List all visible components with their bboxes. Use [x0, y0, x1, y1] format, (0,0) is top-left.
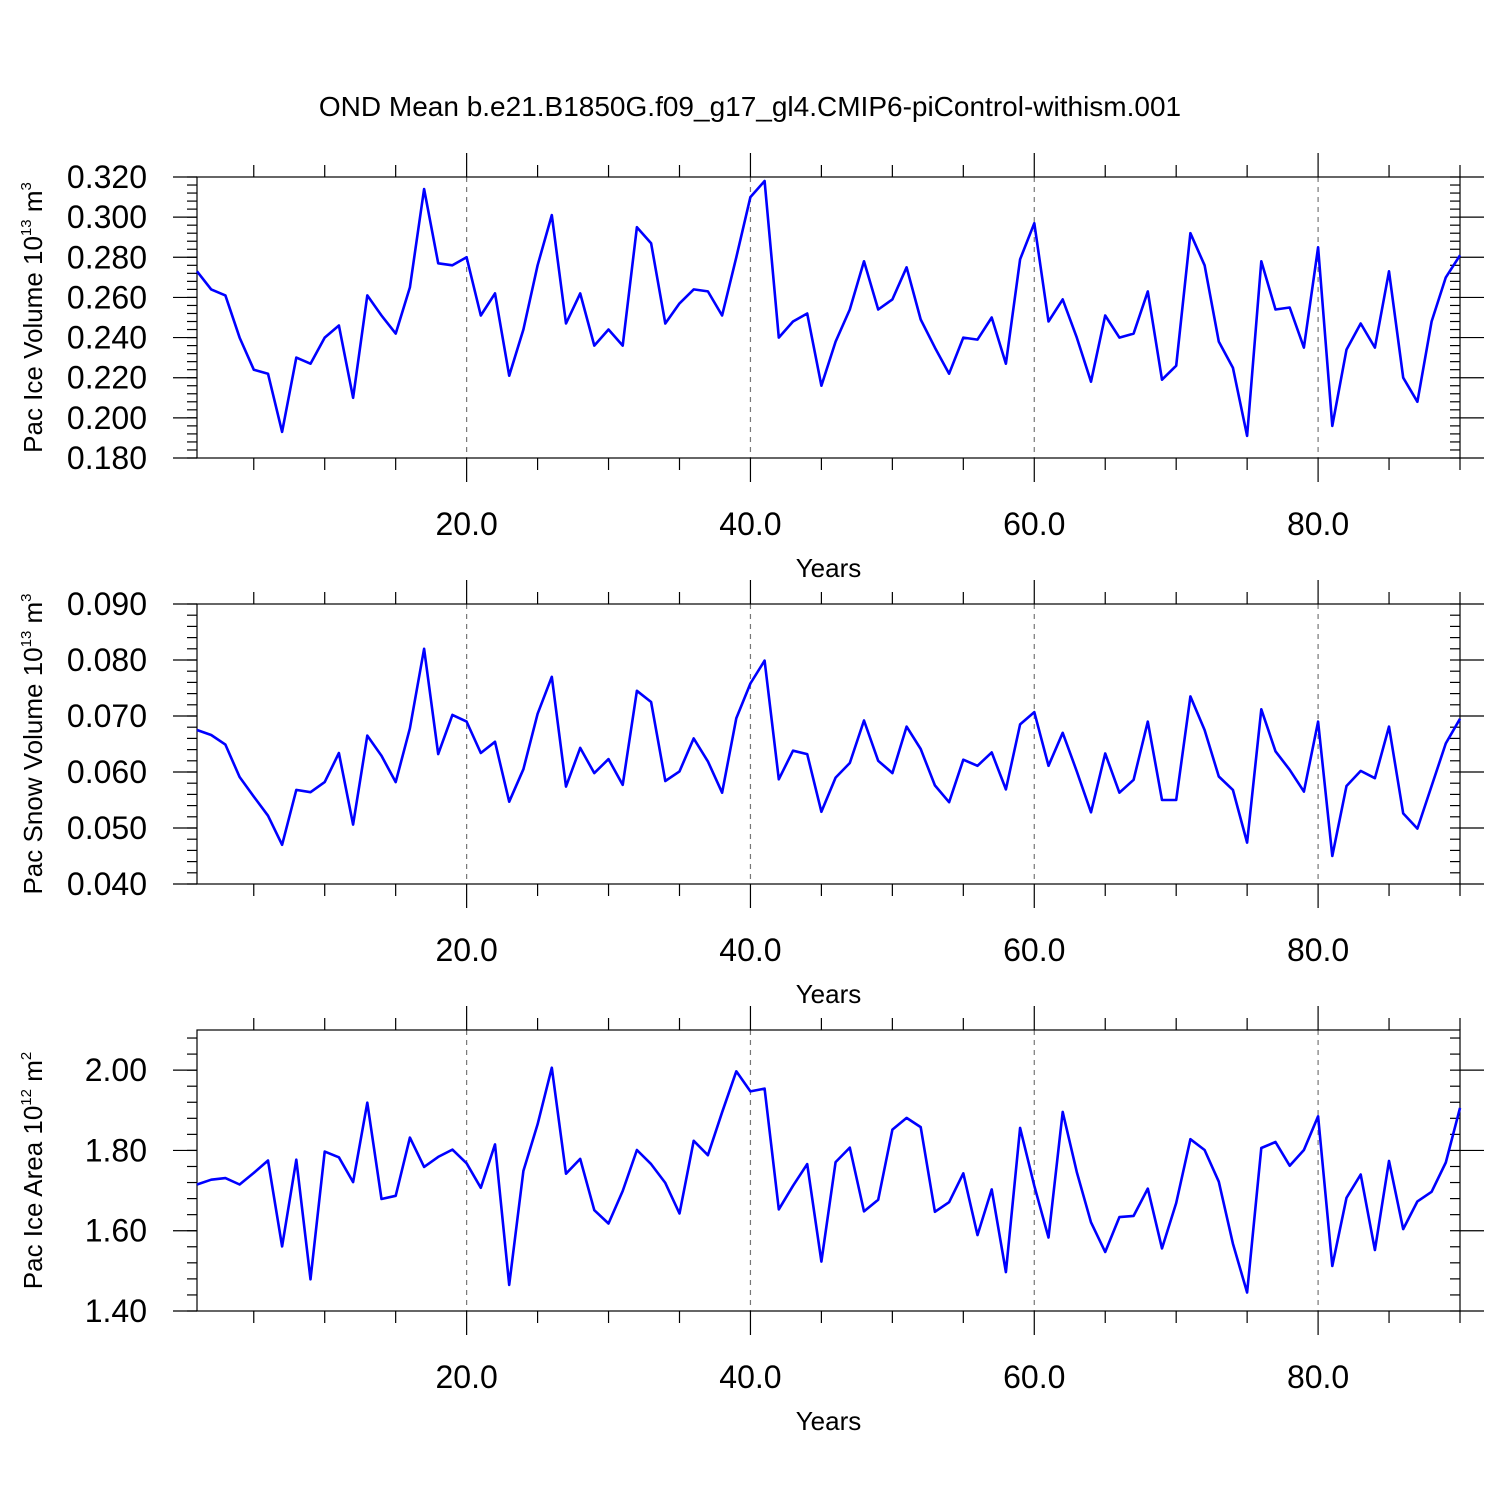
- y-axis-title: Pac Snow Volume 1013 m3: [18, 593, 48, 894]
- x-axis-title: Years: [796, 979, 862, 1009]
- x-tick-label: 20.0: [435, 932, 497, 968]
- chart-panels: 20.0 40.0 60.0 80.0 Years 0.180 0.200 0.220 0.24…: [18, 153, 1484, 1436]
- y-axis-title: Pac Ice Volume 1013 m3: [18, 182, 48, 453]
- y-tick-label: 1.40: [85, 1293, 147, 1329]
- y-tick-label: 1.80: [85, 1132, 147, 1168]
- y-tick-label: 0.180: [67, 440, 147, 476]
- y-tick-label: 0.320: [67, 159, 147, 195]
- panel-1: 20.0 40.0 60.0 80.0 Years 0.180 0.200 0.220 0.24…: [18, 153, 1484, 583]
- x-axis-title: Years: [796, 1406, 862, 1436]
- y-tick-label: 0.060: [67, 754, 147, 790]
- panel-2: 20.0 40.0 60.0 80.0 Years 0.040 0.050 0.060 0.07…: [18, 580, 1484, 1009]
- y-tick-label: 0.090: [67, 586, 147, 622]
- panel-3: 20.0 40.0 60.0 80.0 Years 1.40 1.60 1.80 2.00 Pac…: [18, 1006, 1484, 1436]
- y-tick-label: 0.040: [67, 866, 147, 902]
- y-axis-title-main: Pac Ice Volume 10: [18, 236, 48, 453]
- x-tick-label: 20.0: [435, 1359, 497, 1395]
- y-axis-title-unit-exponent: 2: [18, 1052, 35, 1060]
- y-axis-title-exponent: 13: [18, 219, 35, 236]
- x-tick-label: 60.0: [1003, 506, 1065, 542]
- x-tick-label: 40.0: [719, 1359, 781, 1395]
- y-tick-label: 2.00: [85, 1052, 147, 1088]
- y-axis-title-exponent: 13: [18, 631, 35, 648]
- y-tick-label: 0.220: [67, 360, 147, 396]
- x-tick-label: 20.0: [435, 506, 497, 542]
- y-tick-label: 0.080: [67, 642, 147, 678]
- y-tick-label: 0.050: [67, 810, 147, 846]
- y-tick-label: 0.280: [67, 239, 147, 275]
- y-axis-title-unit: m: [18, 190, 48, 219]
- x-tick-label: 60.0: [1003, 932, 1065, 968]
- x-tick-label: 40.0: [719, 932, 781, 968]
- y-axis-title: Pac Ice Area 1012 m2: [18, 1052, 48, 1289]
- x-tick-label: 60.0: [1003, 1359, 1065, 1395]
- chart-title: OND Mean b.e21.B1850G.f09_g17_gl4.CMIP6-…: [319, 91, 1181, 122]
- y-tick-label: 0.260: [67, 279, 147, 315]
- y-tick-label: 0.070: [67, 698, 147, 734]
- plot-frame: [196, 603, 1461, 885]
- x-axis-title: Years: [796, 553, 862, 583]
- y-axis-title-exponent: 12: [18, 1089, 35, 1106]
- x-tick-label: 80.0: [1287, 932, 1349, 968]
- y-axis-title-unit: m: [18, 602, 48, 631]
- y-tick-label: 1.60: [85, 1213, 147, 1249]
- y-axis-title-unit-exponent: 3: [18, 182, 35, 190]
- plot-frame: [196, 1029, 1461, 1312]
- y-axis-title-main: Pac Ice Area 10: [18, 1106, 48, 1290]
- y-axis-title-unit: m: [18, 1060, 48, 1089]
- series-line: [196, 647, 1462, 858]
- y-axis-title-unit-exponent: 3: [18, 593, 35, 601]
- x-tick-label: 40.0: [719, 506, 781, 542]
- y-tick-label: 0.300: [67, 199, 147, 235]
- plot-frame: [196, 176, 1461, 459]
- series-line: [196, 1066, 1462, 1294]
- x-tick-label: 80.0: [1287, 1359, 1349, 1395]
- y-axis-title-main: Pac Snow Volume 10: [18, 647, 48, 894]
- x-tick-label: 80.0: [1287, 506, 1349, 542]
- series-line: [195, 179, 1462, 438]
- y-tick-label: 0.200: [67, 400, 147, 436]
- y-tick-label: 0.240: [67, 320, 147, 356]
